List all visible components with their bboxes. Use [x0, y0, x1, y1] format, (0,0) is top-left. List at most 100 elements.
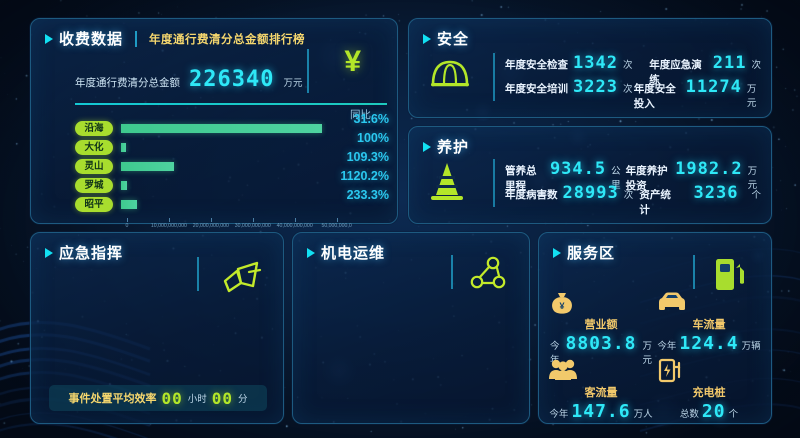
axis-tick — [252, 218, 254, 222]
metric-annual-safety-inspection: 年度安全检查 1342 次 — [505, 53, 649, 73]
maintenance-header: 养护 — [409, 127, 771, 157]
people-icon — [549, 359, 577, 380]
mechanical-title: 机电运维 — [321, 245, 386, 262]
title-divider — [135, 30, 138, 47]
cell-values: 今年 124.4 万辆 — [657, 333, 761, 354]
service-metrics-grid: ¥ 营业额 今年 8803.8 万元 车流量 今年 124.4 万辆 — [547, 289, 763, 425]
metric-value: 3223 — [573, 77, 618, 97]
safety-header: 安全 — [409, 19, 771, 49]
efficiency-minutes: 00 — [211, 388, 234, 408]
yen-icon: ¥ — [344, 45, 361, 78]
chart-bar — [121, 200, 137, 209]
svg-text:¥: ¥ — [559, 301, 564, 311]
maintenance-row-1: 管养总里程 934.5 公里 年度养护投资 1982.2 万元 — [505, 159, 761, 192]
chart-row: 罗城 1120.2% — [75, 169, 389, 195]
service-title: 服务区 — [567, 245, 616, 262]
emergency-title: 应急指挥 — [59, 245, 124, 262]
service-header: 服务区 — [539, 233, 771, 263]
efficiency-label: 事件处置平均效率 — [68, 393, 157, 405]
emergency-header: 应急指挥 — [31, 233, 283, 263]
axis-tick-label: 0 — [125, 223, 129, 229]
metric-unit: 公里 — [611, 166, 621, 191]
metric-annual-maintenance-investment: 年度养护投资 1982.2 万元 — [626, 159, 761, 193]
metric-value: 1342 — [573, 53, 618, 73]
chart-row: 大化 100% — [75, 131, 389, 157]
axis-tick — [168, 218, 170, 222]
car-icon — [659, 292, 685, 310]
chart-row: 沿海 31.6% — [75, 112, 389, 138]
metric-total-maintained-mileage: 管养总里程 934.5 公里 — [505, 159, 626, 193]
metric-label: 年度安全检查 — [505, 59, 568, 71]
triangle-bullet-icon — [423, 141, 431, 152]
toll-total-label: 年度通行费清分总金额 — [75, 77, 180, 89]
metric-unit: 万元 — [746, 84, 757, 109]
chart-category-pill: 罗城 — [75, 178, 113, 193]
service-cell-charging: 充电桩 总数 20 个 — [655, 357, 763, 425]
yen-divider — [307, 49, 309, 93]
toll-title: 收费数据 — [59, 31, 124, 48]
chart-row: 昭平 233.3% — [75, 188, 389, 214]
chart-yoy-value: 233.3% — [346, 188, 389, 202]
efficiency-hours-unit: 小时 — [187, 394, 207, 405]
efficiency-minutes-unit: 分 — [238, 394, 248, 405]
axis-tick-label: 20,000,000,000 — [192, 223, 229, 229]
efficiency-hours: 00 — [161, 388, 183, 408]
chart-yoy-value: 1120.2% — [340, 169, 389, 183]
cell-values: 总数 20 个 — [679, 401, 739, 422]
service-cell-revenue: ¥ 营业额 今年 8803.8 万元 — [547, 289, 655, 366]
metric-asset-statistics: 资产统计 3236 个 — [639, 183, 761, 217]
metric-value: 3236 — [693, 183, 739, 203]
maintenance-title: 养护 — [437, 139, 470, 156]
triangle-bullet-icon — [45, 33, 53, 44]
metric-label: 资产统计 — [639, 189, 671, 216]
chart-bar — [121, 124, 323, 133]
chart-bar — [121, 162, 175, 171]
efficiency-box: 事件处置平均效率 00 小时 00 分 — [49, 385, 267, 411]
metric-label: 年度安全培训 — [505, 83, 568, 95]
toll-divider-line — [75, 103, 387, 105]
maintenance-metrics: 管养总里程 934.5 公里 年度养护投资 1982.2 万元 年度病害数 28… — [505, 159, 761, 216]
metric-value: 211 — [712, 53, 747, 73]
safety-title: 安全 — [437, 31, 470, 48]
mechanical-header: 机电运维 — [293, 233, 529, 263]
metric-label: 年度病害数 — [505, 189, 558, 201]
fuel-pump-icon — [713, 255, 747, 293]
chart-bar-track — [121, 162, 387, 171]
metric-unit: 个 — [751, 190, 761, 201]
axis-tick-label: 10,000,000,000 — [150, 223, 187, 229]
emergency-divider — [197, 257, 199, 291]
metric-annual-safety-training: 年度安全培训 3223 次 — [505, 77, 634, 97]
chart-category-pill: 大化 — [75, 140, 113, 155]
toll-subtitle: 年度通行费清分总金额排行榜 — [149, 33, 306, 46]
axis-tick-label: 40,000,000,000 — [276, 223, 313, 229]
triangle-bullet-icon — [307, 247, 315, 258]
chart-bar-track — [121, 200, 387, 209]
metric-value: 1982.2 — [675, 159, 743, 179]
chart-bar — [121, 181, 128, 190]
safety-divider — [493, 53, 495, 101]
chart-yoy-value: 109.3% — [346, 150, 389, 164]
metric-annual-safety-investment: 年度安全投入 11274 万元 — [634, 77, 761, 111]
maintenance-divider — [493, 159, 495, 207]
yoy-label: 同比 — [350, 109, 371, 121]
axis-tick — [336, 218, 338, 222]
chart-category-pill: 灵山 — [75, 159, 113, 174]
chart-yoy-value: 31.6% — [353, 112, 389, 126]
cell-caption: 充电桩 — [692, 387, 726, 399]
traffic-cone-icon — [427, 159, 489, 203]
toll-header: 收费数据 年度通行费清分总金额排行榜 — [31, 19, 397, 49]
metric-annual-emergency-drill: 年度应急演练 211 次 — [649, 53, 761, 87]
metric-unit: 次 — [622, 84, 633, 95]
toll-total: 年度通行费清分总金额 226340 万元 — [75, 67, 303, 92]
chart-row: 灵山 109.3% — [75, 150, 389, 176]
axis-tick — [127, 218, 128, 222]
metric-unit: 万元 — [747, 166, 758, 191]
metric-unit: 次 — [622, 60, 633, 71]
metric-annual-disease-count: 年度病害数 28993 次 — [505, 183, 639, 203]
axis-tick — [210, 218, 212, 222]
axis-tick-label: 30,000,000,000 — [234, 223, 271, 229]
chart-x-axis: 0 10,000,000,000 20,000,000,000 30,000,000,… — [125, 218, 383, 236]
cell-values: 今年 147.6 万人 — [549, 401, 653, 422]
metric-label: 管养总里程 — [505, 165, 537, 192]
helmet-icon — [427, 53, 489, 93]
